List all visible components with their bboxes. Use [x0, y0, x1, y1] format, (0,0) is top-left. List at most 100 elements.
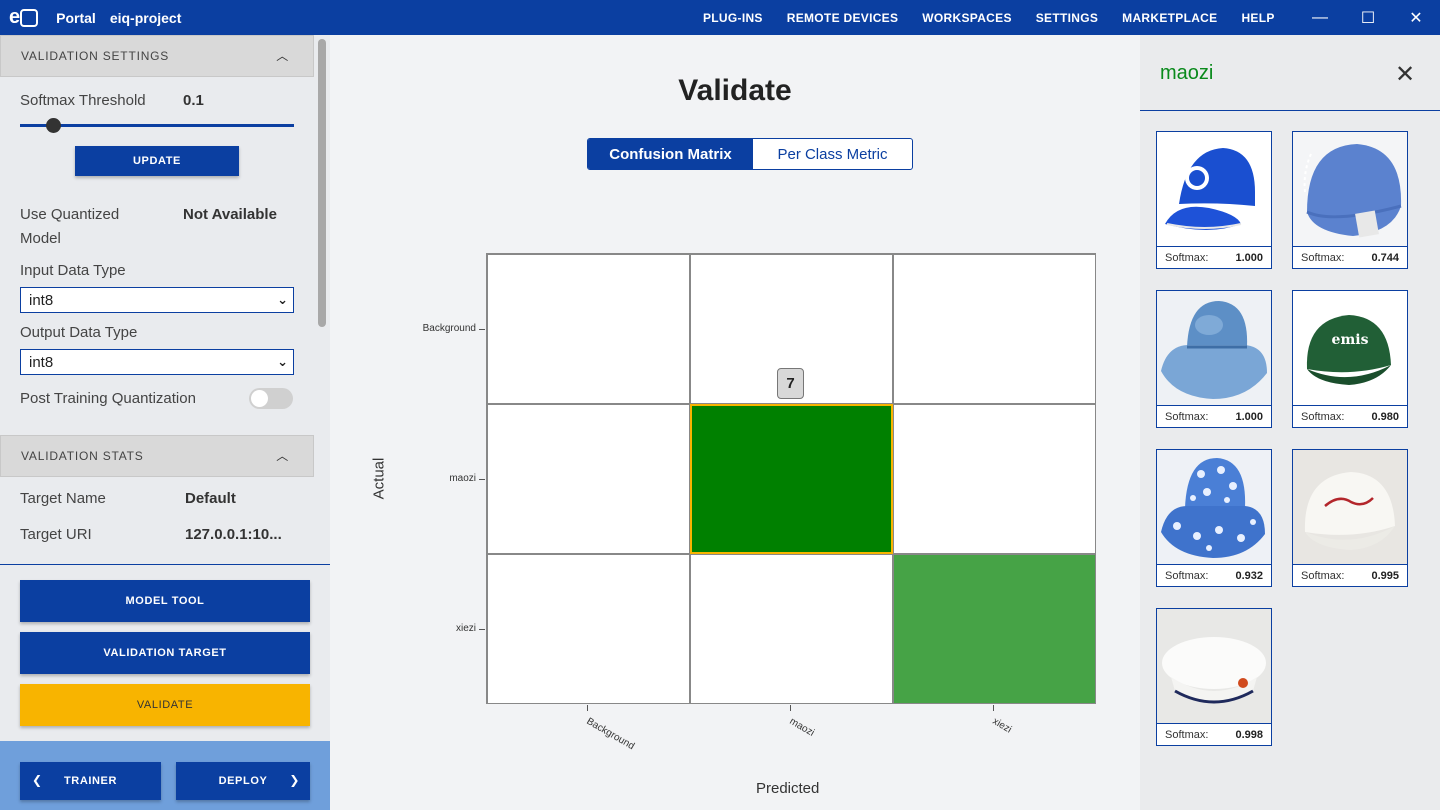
- image-card[interactable]: Softmax: 0.932: [1156, 449, 1272, 587]
- softmax-row: Softmax: 1.000: [1157, 246, 1271, 268]
- softmax-label: Softmax:: [1301, 251, 1345, 264]
- softmax-value: 0.995: [1371, 569, 1399, 582]
- matrix-cell-maozi-maozi[interactable]: [690, 404, 893, 554]
- white-beret-image: [1157, 609, 1271, 723]
- output-data-type-select[interactable]: int8 ⌄: [20, 349, 294, 375]
- image-card[interactable]: Softmax: 1.000: [1156, 131, 1272, 269]
- y-tick-mark: [479, 329, 485, 330]
- x-tick-mark: [587, 705, 588, 711]
- softmax-row: Softmax: 0.932: [1157, 564, 1271, 586]
- bottom-nav-bar: ❮ TRAINER DEPLOY ❯: [0, 741, 330, 810]
- confusion-matrix: [486, 253, 1096, 704]
- sidebar-scrollbar[interactable]: [318, 39, 326, 327]
- tab-confusion-matrix[interactable]: Confusion Matrix: [588, 139, 753, 169]
- softmax-value: 0.932: [1235, 569, 1263, 582]
- nav-workspaces[interactable]: WORKSPACES: [922, 10, 1012, 25]
- y-tick-label-background: Background: [422, 323, 476, 334]
- tab-per-class-metric[interactable]: Per Class Metric: [777, 145, 888, 163]
- nav-settings[interactable]: SETTINGS: [1035, 10, 1099, 25]
- softmax-slider-thumb[interactable]: [46, 118, 61, 133]
- x-axis-label: Predicted: [756, 780, 820, 797]
- logo-box-icon: [20, 8, 39, 27]
- matrix-cell-maozi-xiezi[interactable]: [893, 404, 1096, 554]
- softmax-value: 1.000: [1235, 251, 1263, 264]
- matrix-cell-xiezi-background[interactable]: [487, 554, 690, 704]
- softmax-slider-track[interactable]: [20, 124, 294, 127]
- matrix-cell-xiezi-maozi[interactable]: [690, 554, 893, 704]
- input-data-type-label: Input Data Type: [20, 262, 126, 279]
- softmax-value: 1.000: [1235, 410, 1263, 423]
- svg-text:emis: emis: [1332, 332, 1369, 348]
- deploy-button[interactable]: DEPLOY ❯: [176, 762, 310, 800]
- image-card[interactable]: Softmax: 0.744: [1292, 131, 1408, 269]
- patterned-bucket-hat-image: [1157, 450, 1271, 564]
- chevron-up-icon[interactable]: ︿: [276, 49, 289, 63]
- softmax-value: 0.744: [1371, 251, 1399, 264]
- validate-button[interactable]: VALIDATE: [20, 684, 310, 726]
- minimize-icon[interactable]: —: [1312, 8, 1328, 26]
- update-button[interactable]: UPDATE: [75, 146, 239, 176]
- softmax-label: Softmax:: [1301, 569, 1345, 582]
- ptq-toggle[interactable]: [249, 388, 293, 409]
- green-cap-image: emis: [1293, 291, 1407, 405]
- softmax-threshold-value: 0.1: [183, 92, 204, 109]
- brand-label: Portal: [56, 9, 96, 26]
- softmax-label: Softmax:: [1301, 410, 1345, 423]
- input-data-type-select[interactable]: int8 ⌄: [20, 287, 294, 313]
- image-card[interactable]: Softmax: 0.998: [1156, 608, 1272, 746]
- chevron-down-icon: ⌄: [277, 354, 288, 369]
- target-uri-label: Target URI: [20, 526, 92, 543]
- target-uri-value: 127.0.0.1:10...: [185, 526, 282, 543]
- softmax-value: 0.980: [1371, 410, 1399, 423]
- validation-target-button[interactable]: VALIDATION TARGET: [20, 632, 310, 674]
- chevron-down-icon: ⌄: [277, 292, 288, 307]
- y-tick-mark: [479, 629, 485, 630]
- matrix-cell-background-background[interactable]: [487, 254, 690, 404]
- matrix-cell-background-xiezi[interactable]: [893, 254, 1096, 404]
- output-data-type-value: int8: [29, 353, 54, 371]
- eiq-logo: e: [9, 6, 39, 29]
- top-nav: PLUG-INS REMOTE DEVICES WORKSPACES SETTI…: [703, 0, 1299, 35]
- close-icon[interactable]: ✕: [1395, 61, 1416, 88]
- right-panel: maozi ✕ Softmax: 1.000: [1140, 35, 1440, 810]
- nav-plugins[interactable]: PLUG-INS: [703, 10, 763, 25]
- validation-stats-header[interactable]: VALIDATION STATS ︿: [0, 435, 314, 477]
- blue-cap-image: [1157, 132, 1271, 246]
- softmax-row: Softmax: 1.000: [1157, 405, 1271, 427]
- target-name-label: Target Name: [20, 490, 106, 507]
- chevron-left-icon: ❮: [32, 773, 43, 787]
- image-card[interactable]: Softmax: 1.000: [1156, 290, 1272, 428]
- x-tick-mark: [993, 705, 994, 711]
- close-window-icon[interactable]: ✕: [1409, 9, 1423, 27]
- softmax-row: Softmax: 0.995: [1293, 564, 1407, 586]
- softmax-threshold-label: Softmax Threshold: [20, 92, 146, 109]
- use-quantized-label: Use Quantized: [20, 206, 120, 223]
- model-tool-button[interactable]: MODEL TOOL: [20, 580, 310, 622]
- nav-marketplace[interactable]: MARKETPLACE: [1122, 10, 1218, 25]
- softmax-label: Softmax:: [1165, 728, 1209, 741]
- class-title: maozi: [1160, 62, 1214, 84]
- target-name-value: Default: [185, 490, 236, 507]
- nav-remote-devices[interactable]: REMOTE DEVICES: [786, 10, 899, 25]
- input-data-type-value: int8: [29, 291, 54, 309]
- softmax-row: Softmax: 0.998: [1157, 723, 1271, 745]
- image-card[interactable]: Softmax: 0.995: [1292, 449, 1408, 587]
- validation-settings-header[interactable]: VALIDATION SETTINGS ︿: [0, 35, 314, 77]
- use-quantized-label-line2: Model: [20, 230, 61, 247]
- nav-help[interactable]: HELP: [1241, 10, 1275, 25]
- image-card[interactable]: emis Softmax: 0.980: [1292, 290, 1408, 428]
- deploy-label: DEPLOY: [218, 775, 268, 787]
- white-cap-image: [1293, 450, 1407, 564]
- use-quantized-value: Not Available: [183, 206, 277, 223]
- matrix-cell-maozi-background[interactable]: [487, 404, 690, 554]
- chevron-up-icon[interactable]: ︿: [276, 449, 289, 463]
- cell-value-tooltip: 7: [777, 368, 804, 399]
- chevron-right-icon: ❯: [289, 773, 300, 787]
- x-tick-mark: [790, 705, 791, 711]
- matrix-cell-xiezi-xiezi[interactable]: [893, 554, 1096, 704]
- maximize-icon[interactable]: ☐: [1360, 9, 1376, 27]
- softmax-label: Softmax:: [1165, 410, 1209, 423]
- denim-bucket-hat-image: [1157, 291, 1271, 405]
- x-tick-label-maozi: maozi: [787, 716, 817, 739]
- trainer-button[interactable]: ❮ TRAINER: [20, 762, 161, 800]
